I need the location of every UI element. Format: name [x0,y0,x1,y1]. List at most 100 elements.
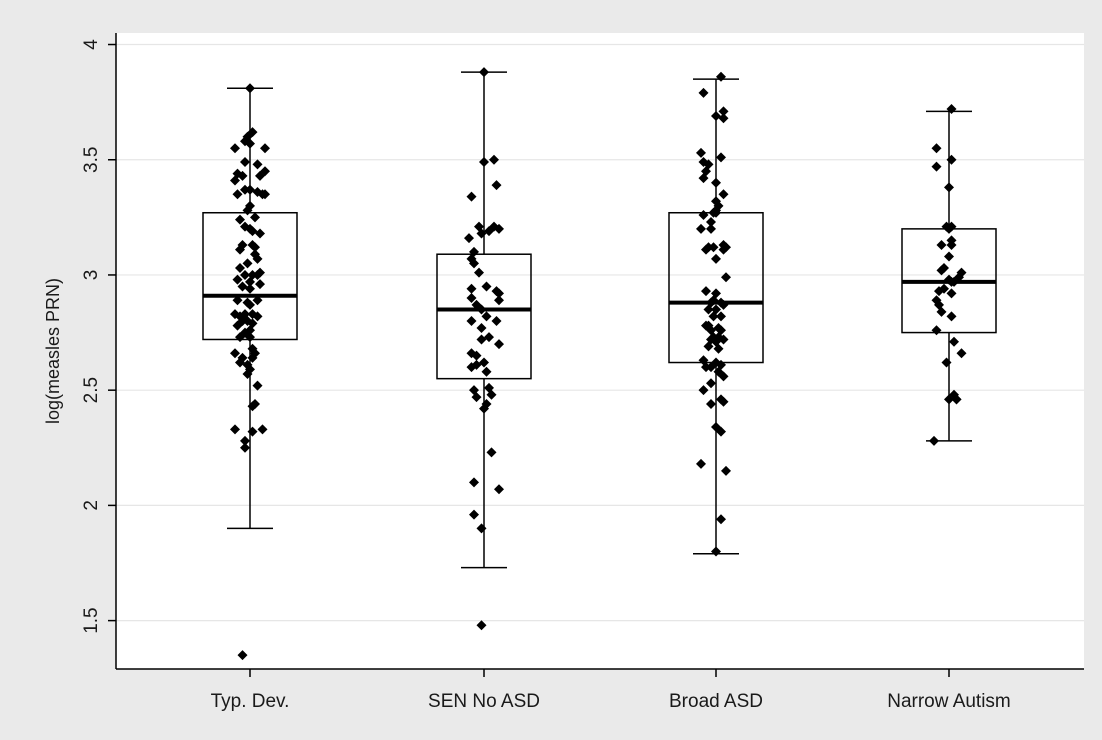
data-point [703,341,714,352]
x-tick-label: Typ. Dev. [211,691,290,712]
data-point [956,348,967,359]
data-point [718,189,729,200]
data-point [479,357,489,368]
data-point [944,182,954,193]
data-point [711,110,721,121]
data-point [250,212,260,223]
data-point [934,286,944,297]
data-point [936,240,947,250]
data-point [469,477,479,488]
data-point [235,244,245,255]
data-point [476,523,487,534]
data-point [232,295,243,306]
data-point [946,221,957,232]
y-tick-label: 2 [81,500,102,511]
data-point [232,189,243,200]
y-tick-label: 4 [81,39,102,50]
data-point [240,136,250,147]
data-point [718,113,729,124]
data-point [232,320,243,331]
data-point [469,258,479,269]
data-point [718,244,729,255]
data-point [706,378,716,389]
data-point [946,104,957,115]
x-tick-label: Broad ASD [669,691,763,712]
data-point [476,334,487,345]
data-point [466,293,477,303]
data-point [230,175,240,186]
data-point [476,228,487,239]
data-point [260,143,270,154]
data-point [255,170,265,181]
data-point [230,143,240,154]
data-point [481,311,492,322]
y-tick-label: 2.5 [81,377,102,403]
data-point [260,189,270,200]
data-point [491,316,502,327]
data-point [718,299,729,310]
data-point [716,311,726,322]
data-point [489,154,499,165]
data-point [944,394,954,405]
data-point [476,322,487,333]
data-point [464,233,474,244]
data-point [242,369,253,380]
data-point [466,362,477,373]
data-point [247,426,258,437]
data-point [718,106,729,117]
data-point [708,311,719,322]
data-point [255,279,265,290]
data-point [479,157,489,168]
data-point [931,143,942,154]
data-point [713,343,724,354]
data-point [494,288,504,299]
y-tick-label: 3 [81,270,102,281]
data-point [711,177,721,188]
data-point [255,228,265,239]
data-point [721,272,731,283]
data-point [698,173,709,184]
data-point [949,336,959,347]
data-point [247,226,258,237]
data-point [481,281,492,292]
data-point [466,316,477,327]
gridlines [116,43,1084,622]
data-point [936,265,947,276]
data-point [696,223,706,234]
data-point [706,399,716,409]
data-point [242,258,253,269]
data-point [946,154,957,165]
data-point [716,71,726,82]
data-point [252,159,263,170]
x-tick-label: Narrow Autism [887,691,1011,712]
data-point [696,147,706,158]
data-point [716,426,726,437]
data-point [252,380,263,391]
data-point [718,334,729,345]
data-point [944,251,954,262]
data-point [706,362,716,373]
data-point [931,325,942,336]
data-point [703,304,714,315]
data-point [235,263,245,274]
data-point [240,269,250,280]
data-point [245,299,255,310]
data-point [252,311,263,322]
data-point [941,357,952,368]
data-point [696,458,706,469]
data-point [946,240,957,250]
y-tick-label: 1.5 [81,607,102,633]
y-axis-title: log(measles PRN) [43,278,63,424]
data-point [708,207,719,218]
box [436,253,532,380]
data-point [466,191,477,202]
data-point [716,514,726,525]
data-point [698,210,709,221]
data-point [237,170,248,181]
data-point [252,295,263,306]
data-point [946,288,957,299]
data-point [711,253,721,264]
data-point [494,295,504,306]
data-point [469,509,479,520]
